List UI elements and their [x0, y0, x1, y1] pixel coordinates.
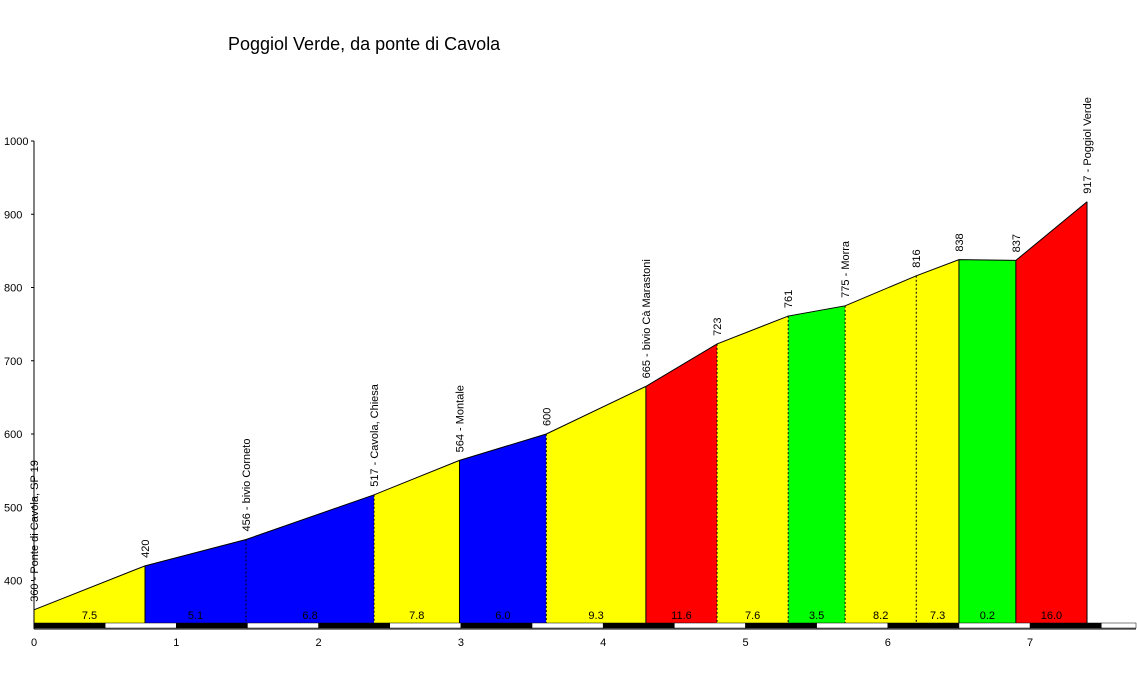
point-label-8: 723	[712, 318, 724, 336]
point-label-5: 564 - Montale	[454, 385, 466, 452]
scale-bar-block-13	[887, 622, 960, 629]
y-tick-label-800: 800	[4, 283, 22, 295]
scale-bar-block-6	[389, 622, 462, 629]
segment-fills	[34, 201, 1088, 624]
gradient-label-5: 6.0	[495, 610, 510, 622]
scale-bar-block-12	[816, 622, 889, 629]
gradient-label-2: 5.1	[188, 610, 203, 622]
scale-bar-block-3	[176, 622, 248, 629]
profile-line	[33, 201, 1088, 611]
gradient-label-9: 3.5	[809, 610, 824, 622]
profile-line-group	[33, 201, 1088, 623]
scale-bar-block-2	[104, 622, 177, 629]
y-tick-label-600: 600	[4, 429, 22, 441]
gradient-label-6: 9.3	[588, 610, 603, 622]
gradient-label-7: 11.6	[671, 610, 692, 622]
gradient-label-12: 0.2	[980, 610, 995, 622]
segment-fill-3	[246, 494, 375, 623]
x-tick-label-7: 7	[1027, 637, 1033, 649]
gradient-label-1: 7.5	[82, 610, 97, 622]
segment-fill-12	[958, 259, 1016, 623]
y-tick-label-700: 700	[4, 356, 22, 368]
point-label-10: 775 - Morra	[840, 240, 852, 298]
segment-fill-4	[374, 460, 460, 623]
point-label-11: 816	[911, 249, 923, 267]
point-label-9: 761	[783, 290, 795, 308]
point-label-7: 665 - bivio Cà Marastoni	[641, 259, 653, 378]
point-labels: 360 - Ponte di Cavola, SP 19 420 456 - biv…	[29, 97, 1094, 602]
point-label-3: 456 - bivio Corneto	[241, 439, 253, 532]
gradient-label-8: 7.6	[745, 610, 760, 622]
y-tick-label-1000: 1000	[4, 136, 28, 148]
segment-fill-1	[34, 565, 145, 623]
point-label-13: 837	[1011, 234, 1023, 252]
segment-fill-13	[1015, 201, 1088, 624]
gradient-labels: 7.5 5.1 6.8 7.8 6.0 9.3 11.6 7.6 3.5 8.2 7.3 0.2 16.…	[82, 610, 1062, 622]
y-tick-label-500: 500	[4, 502, 22, 514]
scale-bar-block-15	[1029, 622, 1102, 629]
gradient-label-3: 6.8	[302, 610, 317, 622]
point-label-2: 420	[140, 539, 152, 557]
gradient-label-10: 8.2	[873, 610, 888, 622]
point-label-6: 600	[541, 408, 553, 426]
scale-bar-block-7	[460, 622, 533, 629]
scale-bar-block-9	[602, 622, 675, 629]
segment-fill-9	[788, 305, 846, 623]
gradient-label-4: 7.8	[409, 610, 424, 622]
segment-fill-5	[459, 434, 547, 623]
scale-bar-block-1	[33, 622, 106, 629]
x-tick-label-1: 1	[173, 637, 179, 649]
segment-fill-7	[645, 343, 718, 623]
scale-bar-block-10	[674, 622, 746, 629]
point-label-4: 517 - Cavola, Chiesa	[369, 383, 381, 487]
scale-bar-block-14	[958, 622, 1031, 629]
gradient-label-11: 7.3	[930, 610, 945, 622]
scale-bar-block-4	[247, 622, 319, 629]
gradient-label-13: 16.0	[1041, 610, 1062, 622]
x-tick-label-4: 4	[600, 637, 606, 649]
scale-bar-block-16	[1101, 622, 1137, 629]
segment-dividers	[144, 259, 1017, 623]
point-label-14: 917 - Poggiol Verde	[1082, 97, 1094, 194]
tick-labels: 400 500 600 700 800 900 1000 0 1 2 3 4 5 6 7	[4, 136, 1033, 649]
x-tick-label-2: 2	[316, 637, 322, 649]
scale-bar-block-5	[318, 622, 391, 629]
distance-scale-bar	[33, 622, 1137, 629]
point-label-1: 360 - Ponte di Cavola, SP 19	[29, 460, 41, 602]
segment-fill-11	[916, 259, 959, 623]
axes	[33, 141, 1136, 630]
scale-bar-block-11	[745, 622, 817, 629]
chart-title: Poggiol Verde, da ponte di Cavola	[228, 34, 501, 54]
scale-bar-block-8	[531, 622, 604, 629]
segment-fill-10	[845, 275, 917, 623]
point-label-12: 838	[954, 233, 966, 251]
x-tick-label-0: 0	[31, 637, 37, 649]
segment-fill-6	[546, 386, 646, 623]
segment-fill-2	[144, 539, 247, 623]
segment-fill-8	[717, 316, 789, 623]
x-tick-label-3: 3	[458, 637, 464, 649]
x-tick-label-5: 5	[742, 637, 748, 649]
x-tick-label-6: 6	[885, 637, 891, 649]
y-tick-label-900: 900	[4, 209, 22, 221]
y-tick-label-400: 400	[4, 576, 22, 588]
